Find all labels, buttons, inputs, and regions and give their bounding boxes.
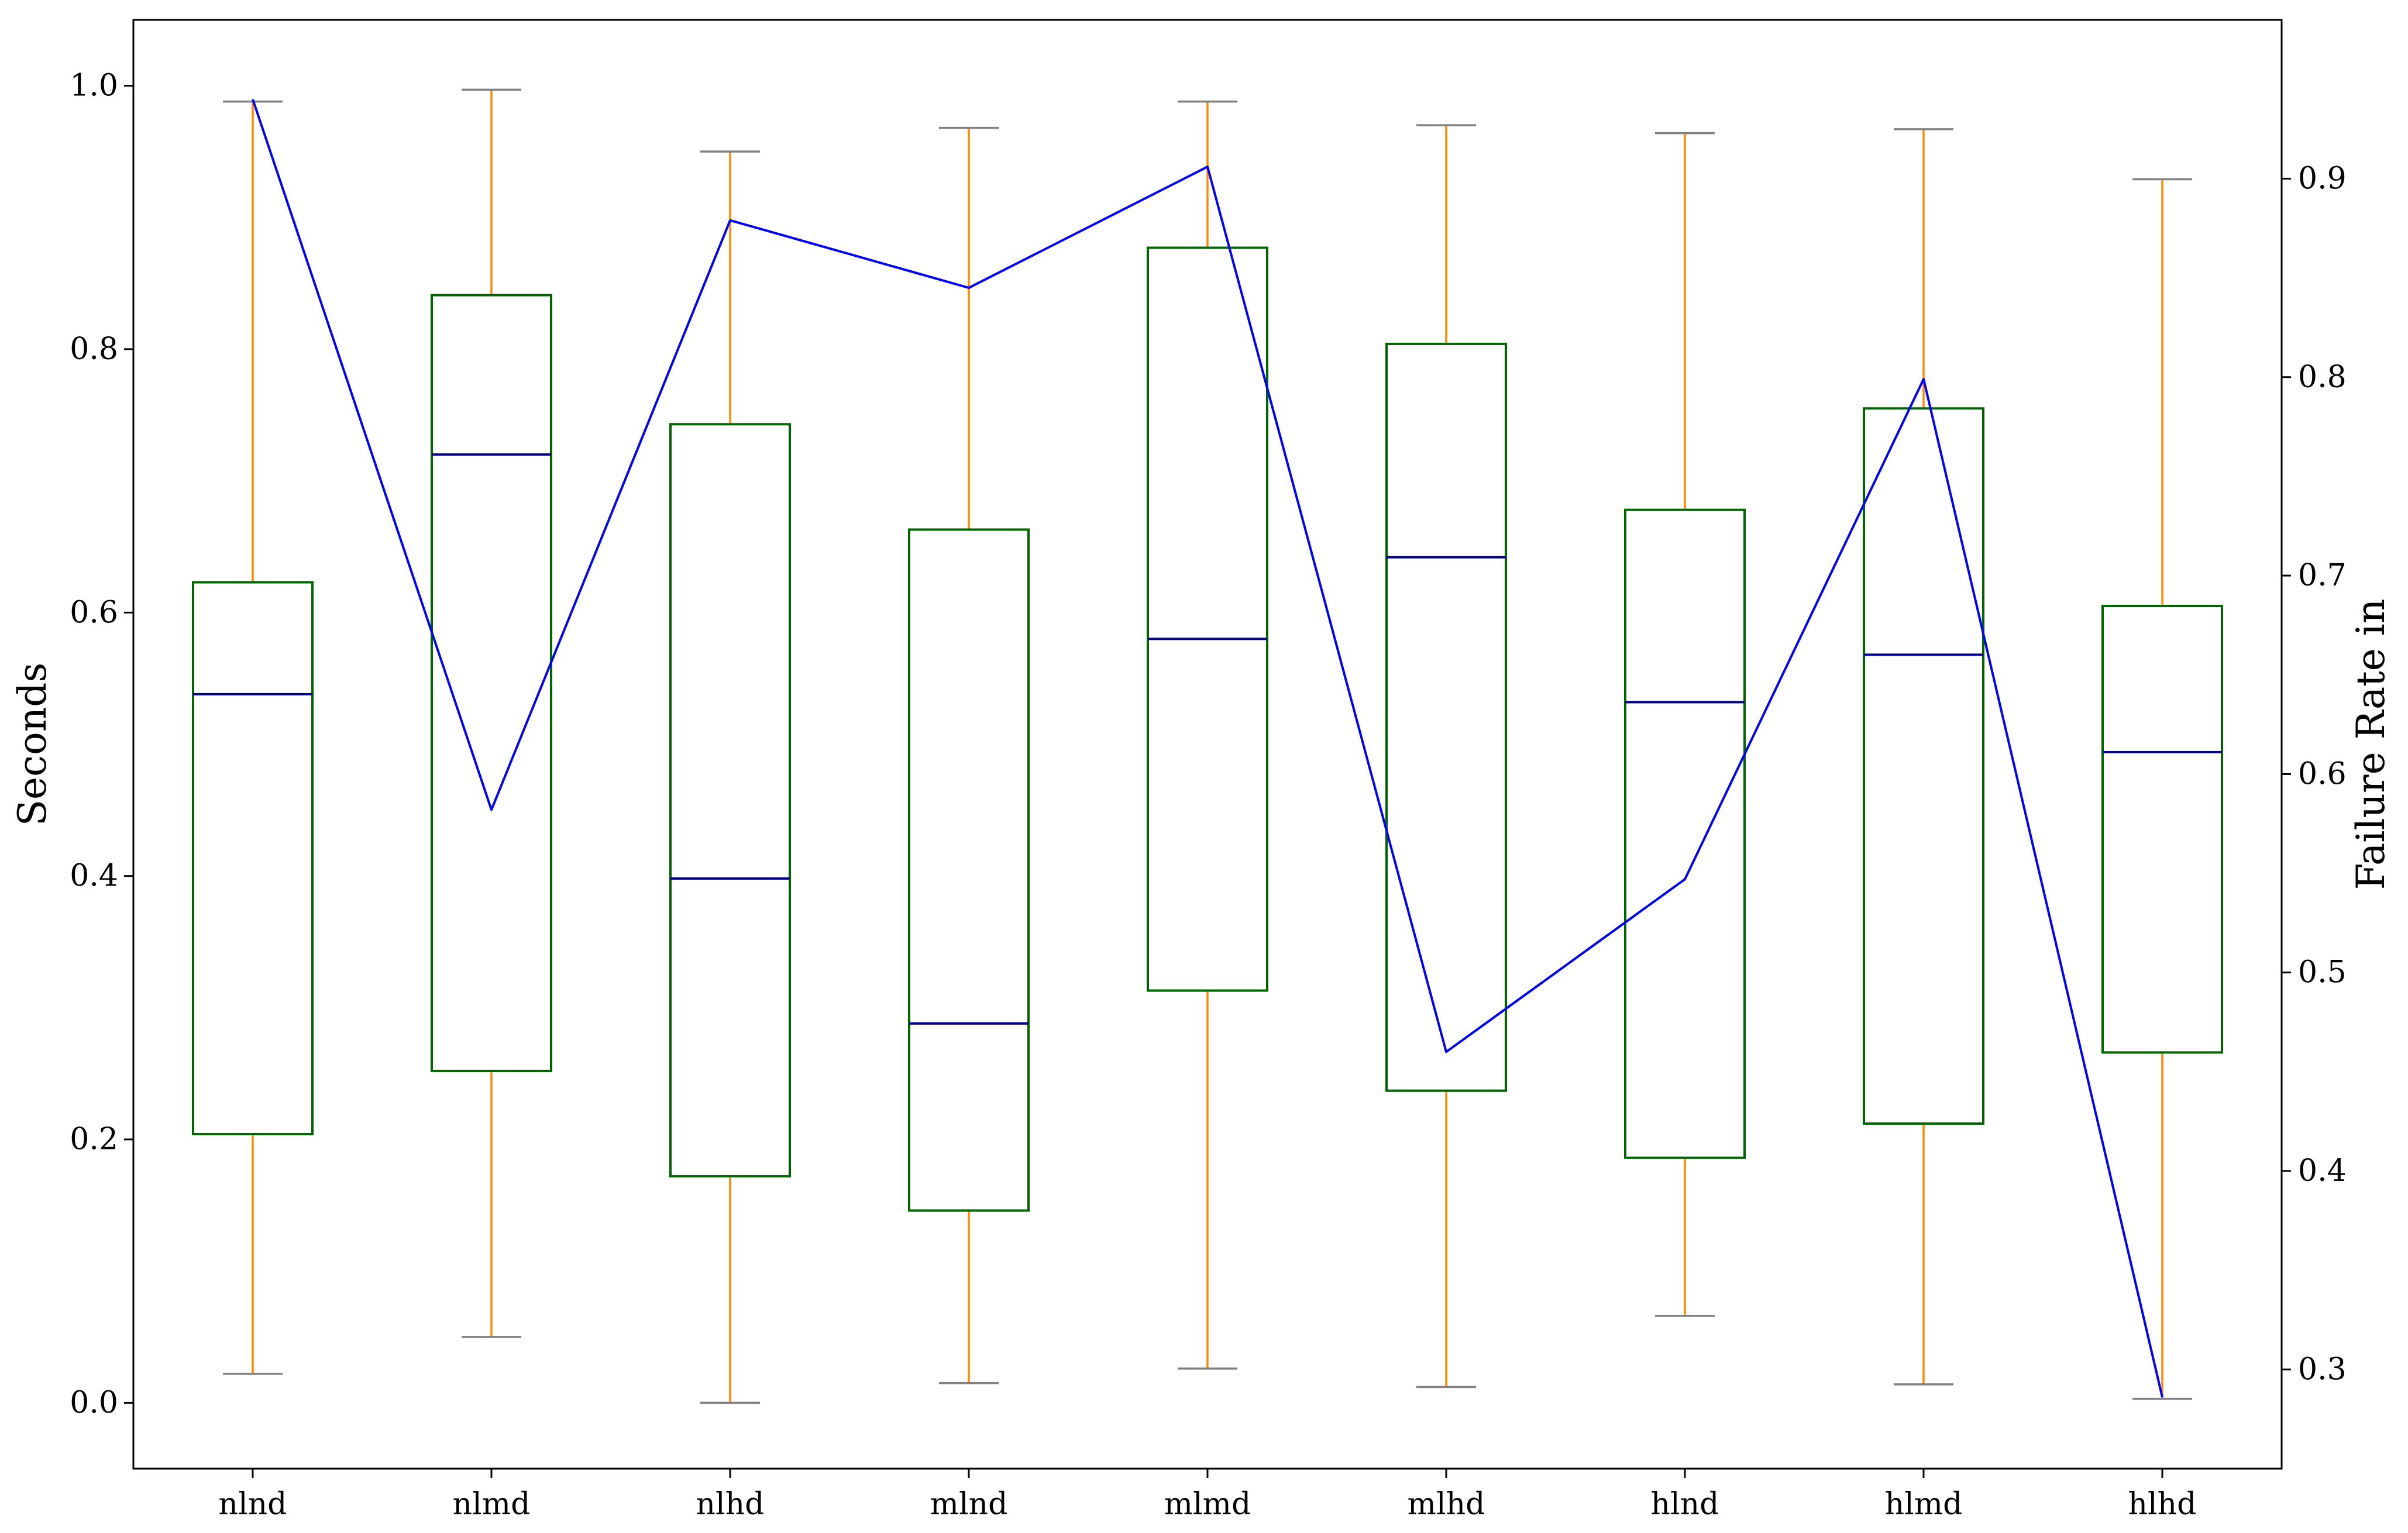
y2-tick-label: 0.6: [2298, 756, 2347, 791]
x-tick-label: nlmd: [453, 1487, 531, 1522]
x-tick-label: hlmd: [1885, 1487, 1963, 1522]
y-tick-label: 0.2: [70, 1122, 118, 1157]
box: [909, 529, 1028, 1210]
box: [1387, 344, 1506, 1091]
box: [1625, 510, 1745, 1158]
y-tick-label: 0.8: [70, 332, 118, 367]
y2-axis-title: Failure Rate in: [2348, 599, 2393, 890]
y2-tick-label: 0.8: [2298, 360, 2347, 395]
y-tick-label: 0.0: [70, 1385, 118, 1420]
y2-tick-label: 0.9: [2298, 161, 2347, 196]
y2-tick-label: 0.3: [2298, 1352, 2347, 1387]
box: [2103, 606, 2222, 1052]
y2-tick-label: 0.7: [2298, 558, 2347, 593]
box: [1148, 248, 1267, 991]
y-tick-label: 1.0: [70, 68, 118, 104]
x-tick-label: hlnd: [1651, 1487, 1719, 1522]
x-tick-label: mlhd: [1408, 1487, 1485, 1522]
y2-tick-label: 0.5: [2298, 955, 2347, 990]
box: [1864, 408, 1983, 1124]
box: [670, 424, 790, 1176]
x-tick-label: nlnd: [219, 1487, 287, 1522]
y-axis-title: Seconds: [10, 663, 55, 826]
box: [193, 583, 312, 1135]
y2-tick-label: 0.4: [2298, 1153, 2347, 1188]
y-tick-label: 0.4: [70, 859, 118, 894]
x-tick-label: mlnd: [930, 1487, 1008, 1522]
y-tick-label: 0.6: [70, 595, 118, 630]
x-tick-label: nlhd: [696, 1487, 765, 1522]
x-tick-label: mlmd: [1164, 1487, 1251, 1522]
x-tick-label: hlhd: [2128, 1487, 2197, 1522]
